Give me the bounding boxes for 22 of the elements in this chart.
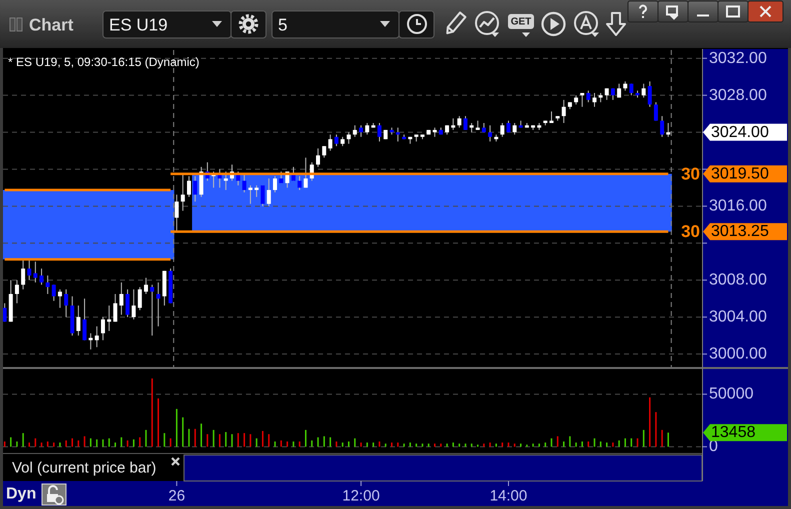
x-tick-label: 26 — [168, 488, 186, 504]
text: Vol (current price bar) — [12, 460, 156, 476]
x-tick-label: 14:00 — [490, 488, 528, 504]
legend-label: 30 — [681, 164, 700, 184]
text: 3013.25 — [711, 223, 769, 240]
y-tick-label: 3028.00 — [709, 86, 767, 104]
x-tick-label: 12:00 — [342, 488, 380, 504]
text: 3019.50 — [711, 165, 769, 182]
y-tick-label: 3008.00 — [709, 272, 767, 289]
text: Chart — [29, 16, 74, 34]
y-tick-label: 3032.00 — [709, 50, 767, 67]
text: Dyn — [6, 486, 36, 502]
text: 3024.00 — [711, 124, 769, 141]
y-tick-label: 3004.00 — [709, 308, 767, 326]
text: 5 — [278, 16, 288, 34]
text: 13458 — [711, 424, 756, 442]
y-tick-label: 50000 — [709, 386, 754, 403]
text: ES U19 — [109, 16, 168, 34]
y-tick-label: 3000.00 — [709, 346, 767, 363]
y-tick-label: 3016.00 — [709, 198, 767, 215]
legend-label: 30 — [681, 222, 700, 242]
chart-title: * ES U19, 5, 09:30-16:15 (Dynamic) — [8, 55, 200, 69]
